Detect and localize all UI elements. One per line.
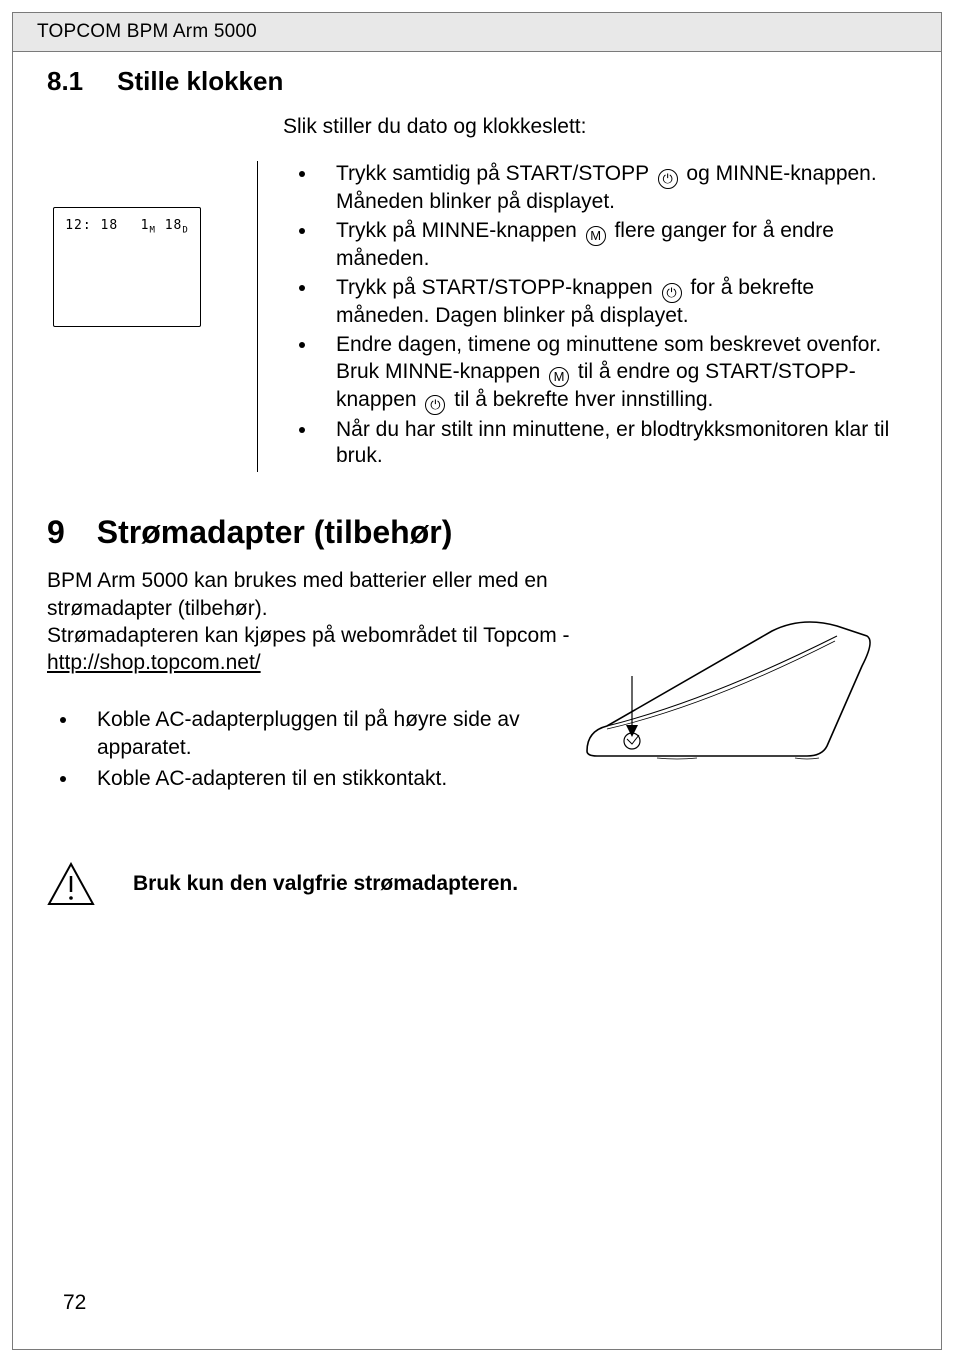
- power-icon: ⏻: [662, 283, 682, 303]
- section-9-heading: 9 Strømadapter (tilbehør): [47, 514, 907, 551]
- section-8-1-bullets: Trykk samtidig på START/STOPP ⏻ og MINNE…: [286, 161, 907, 470]
- section-8-1-intro: Slik stiller du dato og klokkeslett:: [283, 115, 907, 139]
- warning-text: Bruk kun den valgfrie strømadapteren.: [133, 872, 518, 896]
- device-icon: [577, 611, 877, 771]
- memory-icon: M: [549, 367, 569, 387]
- section-9-bullets: Koble AC-adapterpluggen til på høyre sid…: [47, 706, 577, 792]
- warning-row: Bruk kun den valgfrie strømadapteren.: [47, 862, 907, 906]
- shop-link[interactable]: http://shop.topcom.net/: [47, 651, 261, 674]
- list-item: Trykk samtidig på START/STOPP ⏻ og MINNE…: [318, 161, 907, 216]
- lcd-time: 12: 18: [65, 218, 118, 236]
- section-8-1-title: Stille klokken: [117, 66, 283, 97]
- section-9-title: Strømadapter (tilbehør): [97, 514, 453, 551]
- list-item: Trykk på MINNE-knappen M flere ganger fo…: [318, 218, 907, 273]
- section-9-p1: BPM Arm 5000 kan brukes med batterier el…: [47, 567, 577, 622]
- power-icon: ⏻: [425, 395, 445, 415]
- lcd-display: 12: 18 1M 18D: [53, 207, 201, 327]
- list-item: Trykk på START/STOPP-knappen ⏻ for å bek…: [318, 275, 907, 330]
- header-bar: TOPCOM BPM Arm 5000: [13, 13, 941, 52]
- section-9-p2: Strømadapteren kan kjøpes på webområdet …: [47, 622, 577, 677]
- section-8-1-num: 8.1: [47, 66, 83, 97]
- section-9-num: 9: [47, 514, 65, 551]
- lcd-date: 1M 18D: [141, 218, 189, 236]
- vertical-separator: [257, 161, 258, 472]
- page-number: 72: [63, 1291, 86, 1315]
- list-item: Når du har stilt inn minuttene, er blodt…: [318, 417, 907, 471]
- list-item: Endre dagen, timene og minuttene som bes…: [318, 332, 907, 415]
- list-item: Koble AC-adapteren til en stikkontakt.: [79, 765, 539, 792]
- warning-icon: [47, 862, 95, 906]
- section-8-1-heading: 8.1 Stille klokken: [47, 66, 907, 97]
- device-illustration: [577, 567, 907, 796]
- memory-icon: M: [586, 226, 606, 246]
- list-item: Koble AC-adapterpluggen til på høyre sid…: [79, 706, 539, 761]
- product-name: TOPCOM BPM Arm 5000: [37, 21, 257, 42]
- power-icon: ⏻: [658, 169, 678, 189]
